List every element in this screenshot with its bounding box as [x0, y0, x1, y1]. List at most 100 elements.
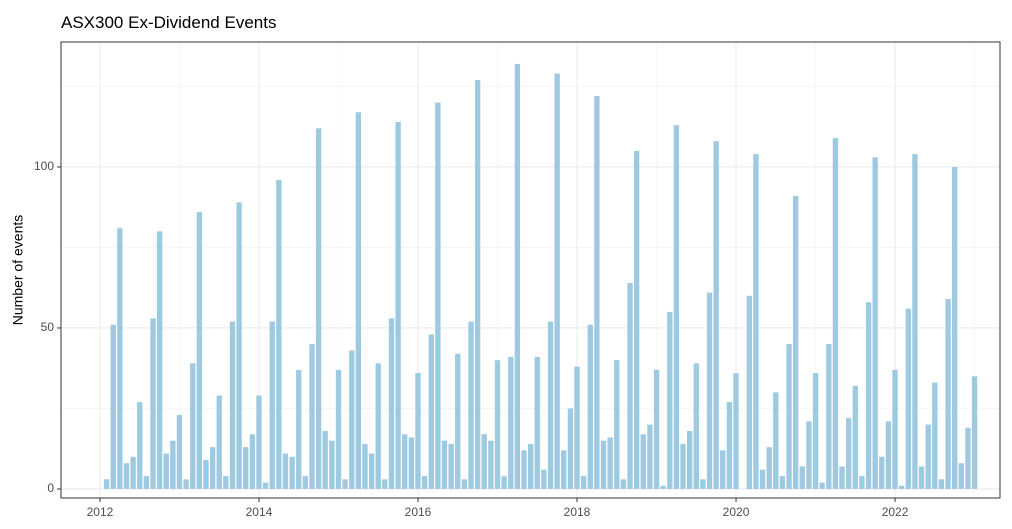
- bar: [799, 466, 805, 489]
- bar: [117, 228, 123, 489]
- x-tick-label: 2022: [882, 505, 909, 519]
- bar: [190, 363, 196, 489]
- x-tick-label: 2014: [246, 505, 273, 519]
- bar: [614, 360, 620, 489]
- bar: [103, 479, 110, 489]
- bar: [289, 456, 295, 489]
- bar: [667, 311, 673, 489]
- y-tick-label: 50: [41, 320, 55, 334]
- bar: [375, 363, 381, 489]
- bar: [315, 128, 322, 489]
- bar: [607, 437, 613, 489]
- bar: [176, 414, 183, 489]
- bar: [945, 298, 951, 489]
- y-tick-label: 0: [47, 481, 54, 495]
- y-axis-label: Number of events: [10, 215, 26, 326]
- bar: [587, 324, 593, 489]
- bar: [461, 479, 468, 489]
- bar: [706, 292, 713, 489]
- bar: [647, 424, 653, 489]
- bar: [700, 479, 706, 489]
- bar: [435, 102, 441, 489]
- bar: [534, 356, 540, 489]
- bar: [952, 166, 958, 489]
- x-tick-label: 2018: [564, 505, 591, 519]
- bar: [965, 427, 971, 489]
- bar: [382, 479, 388, 489]
- x-tick-label: 2012: [87, 505, 114, 519]
- bar: [925, 424, 931, 489]
- bar: [501, 476, 507, 489]
- bar: [455, 353, 461, 489]
- bar: [262, 482, 269, 489]
- bar: [282, 453, 289, 489]
- bar: [342, 479, 348, 489]
- bar: [481, 434, 487, 489]
- bar: [541, 469, 547, 489]
- bar: [905, 308, 911, 489]
- bar: [567, 408, 574, 489]
- bar: [786, 344, 792, 489]
- bar: [872, 157, 878, 489]
- bar: [388, 318, 395, 489]
- bar: [554, 73, 560, 489]
- bar: [249, 434, 256, 489]
- bar: [859, 476, 865, 489]
- bar: [912, 154, 918, 489]
- bar: [865, 302, 872, 489]
- bar: [421, 476, 428, 489]
- bar: [620, 479, 627, 489]
- bar: [428, 334, 434, 489]
- bar: [494, 360, 501, 489]
- bar: [296, 369, 302, 489]
- y-tick-label: 100: [34, 159, 54, 173]
- bar: [123, 463, 130, 489]
- bar: [223, 476, 229, 489]
- bar: [687, 431, 693, 489]
- bar: [309, 344, 315, 489]
- bar: [898, 485, 905, 489]
- bar: [163, 453, 169, 489]
- bar: [885, 421, 892, 489]
- bar: [547, 321, 554, 489]
- bar: [839, 466, 845, 489]
- bar: [256, 395, 262, 489]
- bar: [243, 447, 249, 489]
- bar: [561, 450, 567, 489]
- bar: [779, 476, 786, 489]
- bar: [474, 80, 481, 489]
- bar: [846, 418, 852, 489]
- bar: [488, 440, 494, 489]
- bar: [713, 141, 719, 489]
- bar: [209, 447, 216, 489]
- bar: [580, 476, 587, 489]
- bar: [408, 437, 415, 489]
- bar: [402, 434, 408, 489]
- bar: [806, 421, 812, 489]
- bar: [892, 369, 898, 489]
- bar: [143, 476, 149, 489]
- bar: [660, 485, 666, 489]
- bar: [759, 469, 766, 489]
- bar: [766, 447, 772, 489]
- bar: [832, 137, 839, 489]
- bar: [441, 440, 448, 489]
- bar: [958, 463, 964, 489]
- bar: [733, 373, 739, 489]
- bar: [448, 443, 454, 489]
- bar: [693, 363, 699, 489]
- bar: [879, 456, 885, 489]
- bar: [720, 450, 726, 489]
- bar: [640, 434, 646, 489]
- bar: [932, 382, 938, 489]
- bar: [653, 369, 660, 489]
- bar: [508, 356, 514, 489]
- bar: [269, 321, 275, 489]
- x-tick-label: 2016: [405, 505, 432, 519]
- bar: [792, 195, 799, 489]
- bar: [746, 295, 752, 489]
- bar: [150, 318, 156, 489]
- bar: [753, 154, 759, 489]
- x-tick-label: 2020: [723, 505, 750, 519]
